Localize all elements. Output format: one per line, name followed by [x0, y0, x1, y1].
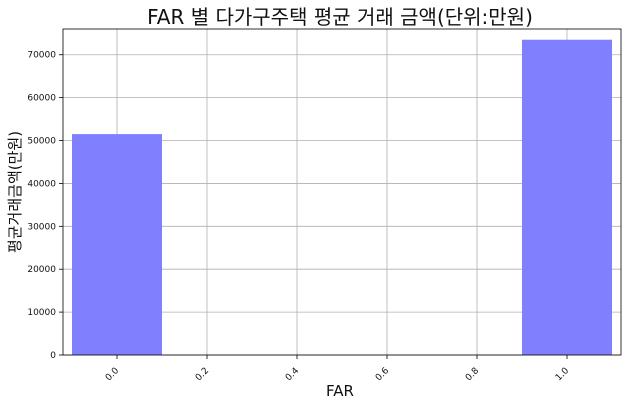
chart-title: FAR 별 다가구주택 평균 거래 금액(단위:만원): [147, 5, 533, 29]
bars: [72, 39, 612, 355]
y-tick-label-5: 50000: [27, 137, 56, 147]
x-tick-label-1: 0.2: [194, 366, 211, 383]
axes: [59, 28, 622, 359]
y-axis-title: 평균거래금액(만원): [6, 131, 24, 253]
bar-0-0: [72, 134, 162, 355]
x-axis-title: FAR: [326, 382, 354, 400]
y-tick-label-0: 0: [50, 351, 56, 361]
y-tick-label-7: 70000: [27, 51, 56, 61]
y-tick-label-3: 30000: [27, 222, 56, 232]
x-tick-label-3: 0.6: [374, 366, 391, 383]
plot-frame: [62, 28, 622, 356]
x-tick-label-5: 1.0: [554, 366, 571, 383]
x-tick-label-0: 0.0: [104, 366, 121, 383]
y-tick-label-1: 10000: [27, 308, 56, 318]
x-tick-label-2: 0.4: [284, 366, 301, 383]
bar-0-1: [522, 39, 612, 355]
x-tick-label-4: 0.8: [464, 366, 481, 383]
y-tick-label-2: 20000: [27, 265, 56, 275]
y-tick-label-4: 40000: [27, 179, 56, 189]
tick-labels: 0.0 0.2 0.4 0.6 0.8 1.0 0 10000 20000 30000 40000 5…: [27, 51, 571, 384]
y-tick-label-6: 60000: [27, 94, 56, 104]
